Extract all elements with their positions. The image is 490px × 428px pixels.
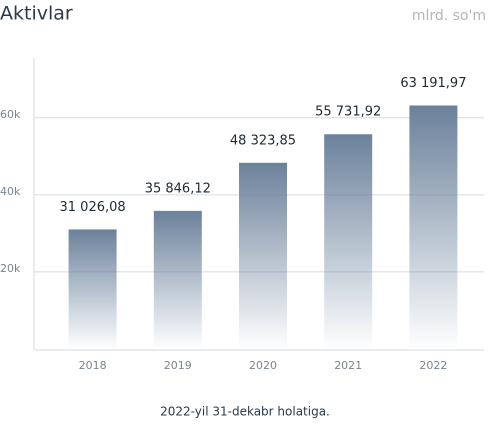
caption: 2022-yil 31-dekabr holatiga. xyxy=(160,405,330,419)
value-label: 55 731,92 xyxy=(315,105,381,120)
x-tick-label: 2019 xyxy=(164,359,192,372)
bar xyxy=(409,105,458,349)
bar xyxy=(68,229,117,349)
x-tick-label: 2021 xyxy=(334,359,362,372)
bar xyxy=(153,210,202,349)
unit-label: mlrd. so'm xyxy=(412,8,486,24)
bar xyxy=(239,162,287,349)
x-tick-label: 2018 xyxy=(79,359,107,372)
x-tick-label: 2022 xyxy=(419,359,447,372)
value-label: 31 026,08 xyxy=(60,200,126,215)
value-label: 48 323,85 xyxy=(230,133,296,148)
value-label: 63 191,97 xyxy=(400,76,466,91)
bar xyxy=(324,134,373,349)
y-tick-label: 40k xyxy=(0,185,21,198)
chart-title: Aktivlar xyxy=(0,3,73,25)
x-tick-label: 2020 xyxy=(249,359,277,372)
y-tick-label: 20k xyxy=(0,262,21,275)
y-tick-label: 60k xyxy=(0,108,21,121)
value-label: 35 846,12 xyxy=(145,181,211,196)
